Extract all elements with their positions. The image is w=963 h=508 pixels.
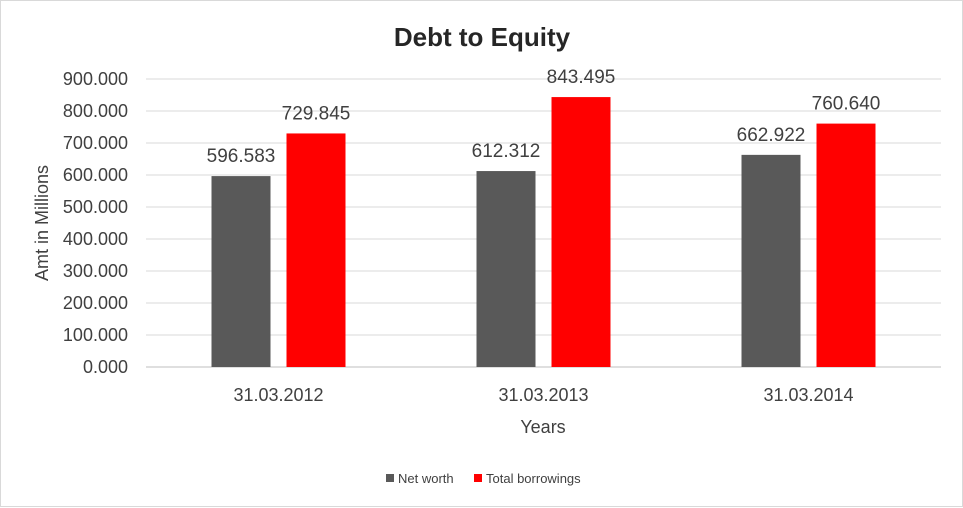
- chart-title: Debt to Equity: [394, 22, 571, 52]
- y-tick-label: 800.000: [63, 101, 128, 121]
- y-axis-title: Amt in Millions: [32, 165, 52, 281]
- y-tick-label: 100.000: [63, 325, 128, 345]
- x-tick-label: 31.03.2014: [763, 385, 853, 405]
- bar: [551, 97, 611, 367]
- x-axis-ticks: 31.03.2012 31.03.2013 31.03.2014: [233, 385, 853, 405]
- bar: [476, 171, 536, 367]
- y-tick-label: 300.000: [63, 261, 128, 281]
- bar: [741, 154, 801, 367]
- data-labels: 596.583 729.845 612.312 843.495 662.922 760.6…: [207, 67, 881, 167]
- legend-label: Total borrowings: [486, 471, 581, 486]
- y-tick-label: 400.000: [63, 229, 128, 249]
- bar: [286, 133, 346, 367]
- gridlines: [146, 78, 941, 368]
- legend-swatch: [386, 474, 394, 482]
- data-label: 612.312: [472, 141, 541, 162]
- data-label: 662.922: [737, 125, 806, 146]
- bar: [211, 176, 271, 367]
- y-tick-label: 0.000: [83, 357, 128, 377]
- x-tick-label: 31.03.2013: [498, 385, 588, 405]
- x-axis-title: Years: [520, 417, 565, 437]
- data-label: 843.495: [547, 67, 616, 88]
- y-axis-ticks: 0.000 100.000 200.000 300.000 400.000 500.000…: [63, 69, 128, 377]
- bar: [816, 123, 876, 367]
- data-label: 729.845: [282, 103, 351, 124]
- bars: [211, 97, 876, 367]
- y-tick-label: 600.000: [63, 165, 128, 185]
- data-label: 596.583: [207, 146, 276, 167]
- x-tick-label: 31.03.2012: [233, 385, 323, 405]
- y-tick-label: 700.000: [63, 133, 128, 153]
- y-tick-label: 900.000: [63, 69, 128, 89]
- data-label: 760.640: [812, 94, 881, 115]
- y-tick-label: 500.000: [63, 197, 128, 217]
- y-tick-label: 200.000: [63, 293, 128, 313]
- legend-swatch: [474, 474, 482, 482]
- legend-label: Net worth: [398, 471, 454, 486]
- legend: Net worth Total borrowings: [386, 471, 581, 486]
